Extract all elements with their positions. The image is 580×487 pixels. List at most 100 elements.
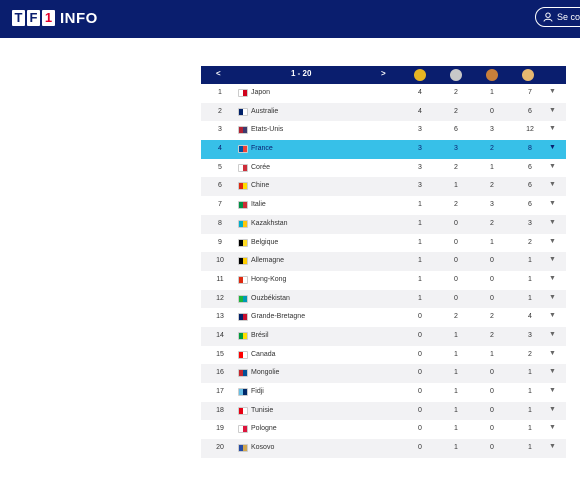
next-page-button[interactable]: > xyxy=(381,69,386,78)
bronze-count: 1 xyxy=(490,238,494,246)
expand-chevron-icon[interactable]: ▼ xyxy=(549,405,556,413)
login-button[interactable]: Se co xyxy=(535,7,580,27)
silver-count: 1 xyxy=(454,406,458,414)
table-row[interactable]: 11 Hong-Kong 1 0 0 1 ▼ xyxy=(201,271,566,290)
gold-count: 1 xyxy=(418,275,422,283)
table-row[interactable]: 16 Mongolie 0 1 0 1 ▼ xyxy=(201,364,566,383)
table-row[interactable]: 12 Ouzbékistan 1 0 0 1 ▼ xyxy=(201,289,566,309)
user-icon xyxy=(543,12,553,22)
silver-count: 0 xyxy=(454,238,458,246)
gold-count: 0 xyxy=(418,425,422,433)
country-name: Fidji xyxy=(251,388,264,395)
table-row[interactable]: 5 Corée 3 2 1 6 ▼ xyxy=(201,159,566,178)
expand-chevron-icon[interactable]: ▼ xyxy=(549,387,556,394)
country-name: Mongolie xyxy=(251,369,280,377)
total-count: 7 xyxy=(528,89,532,96)
expand-chevron-icon[interactable]: ▼ xyxy=(549,330,556,338)
table-row[interactable]: 13 Grande-Bretagne 0 2 2 4 ▼ xyxy=(201,308,566,327)
expand-chevron-icon[interactable]: ▼ xyxy=(549,312,556,320)
total-count: 1 xyxy=(528,294,532,302)
expand-chevron-icon[interactable]: ▼ xyxy=(549,349,556,357)
expand-chevron-icon[interactable]: ▼ xyxy=(549,443,556,451)
expand-chevron-icon[interactable]: ▼ xyxy=(549,181,556,189)
country-name: Japon xyxy=(251,89,271,96)
silver-count: 1 xyxy=(454,350,458,358)
expand-chevron-icon[interactable]: ▼ xyxy=(549,368,556,376)
rank-cell: 17 xyxy=(216,388,224,395)
table-row[interactable]: 6 Chine 3 1 2 6 ▼ xyxy=(201,177,566,197)
expand-chevron-icon[interactable]: ▼ xyxy=(549,256,556,264)
table-row[interactable]: 14 Brésil 0 1 2 3 ▼ xyxy=(201,326,566,346)
expand-chevron-icon[interactable]: ▼ xyxy=(549,144,556,152)
total-count: 6 xyxy=(528,182,532,190)
country-name: Corée xyxy=(251,163,271,171)
total-count: 3 xyxy=(528,219,532,227)
bronze-count: 1 xyxy=(490,350,494,358)
rank-cell: 10 xyxy=(216,257,224,265)
gold-count: 0 xyxy=(418,444,422,452)
medal-table-body: 1 Japon 4 2 1 7 ▼ 2 Australie 4 2 0 6 ▼ 3 Etats-Unis 3 6 3… xyxy=(201,84,566,458)
gold-count: 1 xyxy=(418,201,422,209)
country-name: France xyxy=(251,145,273,153)
country-name: Tunisie xyxy=(251,406,274,414)
expand-chevron-icon[interactable]: ▼ xyxy=(549,218,556,226)
country-flag-icon xyxy=(238,201,248,210)
rank-cell: 14 xyxy=(216,331,224,339)
country-flag-icon xyxy=(238,238,248,247)
total-count: 2 xyxy=(528,238,532,246)
table-row[interactable]: 7 Italie 1 2 3 6 ▼ xyxy=(201,196,566,215)
expand-chevron-icon[interactable]: ▼ xyxy=(549,293,556,301)
silver-count: 1 xyxy=(454,388,458,395)
table-row[interactable]: 15 Canada 0 1 1 2 ▼ xyxy=(201,346,566,365)
silver-count: 2 xyxy=(454,89,458,96)
expand-chevron-icon[interactable]: ▼ xyxy=(549,200,556,208)
expand-chevron-icon[interactable]: ▼ xyxy=(549,88,556,95)
table-row[interactable]: 18 Tunisie 0 1 0 1 ▼ xyxy=(201,401,566,421)
total-count: 1 xyxy=(528,444,532,452)
total-count: 2 xyxy=(528,350,532,358)
gold-medal-icon xyxy=(414,69,426,81)
prev-page-button[interactable]: < xyxy=(216,69,221,78)
expand-chevron-icon[interactable]: ▼ xyxy=(549,125,556,133)
table-row[interactable]: 2 Australie 4 2 0 6 ▼ xyxy=(201,102,566,122)
country-flag-icon xyxy=(238,275,248,284)
silver-count: 1 xyxy=(454,369,458,377)
expand-chevron-icon[interactable]: ▼ xyxy=(549,424,556,432)
expand-chevron-icon[interactable]: ▼ xyxy=(549,237,556,245)
country-name: Canada xyxy=(251,350,276,358)
country-flag-icon xyxy=(238,388,248,396)
expand-chevron-icon[interactable]: ▼ xyxy=(549,162,556,170)
logo-letter-1: 1 xyxy=(42,10,55,26)
country-name: Belgique xyxy=(251,238,279,246)
silver-medal-icon xyxy=(450,69,462,81)
expand-chevron-icon[interactable]: ▼ xyxy=(549,106,556,114)
table-row[interactable]: 9 Belgique 1 0 1 2 ▼ xyxy=(201,234,566,253)
table-row[interactable]: 20 Kosovo 0 1 0 1 ▼ xyxy=(201,439,566,458)
total-count: 6 xyxy=(528,163,532,171)
country-name: Italie xyxy=(251,201,266,209)
table-row[interactable]: 3 Etats-Unis 3 6 3 12 ▼ xyxy=(201,121,566,140)
bronze-count: 2 xyxy=(490,331,494,339)
country-flag-icon xyxy=(238,257,248,266)
gold-count: 0 xyxy=(418,350,422,358)
expand-chevron-icon[interactable]: ▼ xyxy=(549,274,556,282)
country-flag-icon xyxy=(238,294,248,303)
table-row[interactable]: 1 Japon 4 2 1 7 ▼ xyxy=(201,84,566,103)
bronze-count: 2 xyxy=(490,145,494,153)
rank-cell: 13 xyxy=(216,313,224,321)
table-row[interactable]: 4 France 3 3 2 8 ▼ xyxy=(201,140,566,159)
gold-count: 4 xyxy=(418,107,422,115)
rank-cell: 19 xyxy=(216,425,224,433)
table-row[interactable]: 10 Allemagne 1 0 0 1 ▼ xyxy=(201,252,566,271)
tf1-info-logo[interactable]: T F 1 INFO xyxy=(12,8,98,28)
table-row[interactable]: 17 Fidji 0 1 0 1 ▼ xyxy=(201,383,566,402)
total-count: 1 xyxy=(528,406,532,414)
table-row[interactable]: 8 Kazakhstan 1 0 2 3 ▼ xyxy=(201,214,566,234)
table-row[interactable]: 19 Pologne 0 1 0 1 ▼ xyxy=(201,420,566,439)
login-label: Se co xyxy=(557,12,580,22)
rank-cell: 16 xyxy=(216,369,224,377)
gold-count: 0 xyxy=(418,406,422,414)
bronze-count: 0 xyxy=(490,369,494,377)
rank-cell: 8 xyxy=(218,219,222,227)
total-count: 3 xyxy=(528,331,532,339)
